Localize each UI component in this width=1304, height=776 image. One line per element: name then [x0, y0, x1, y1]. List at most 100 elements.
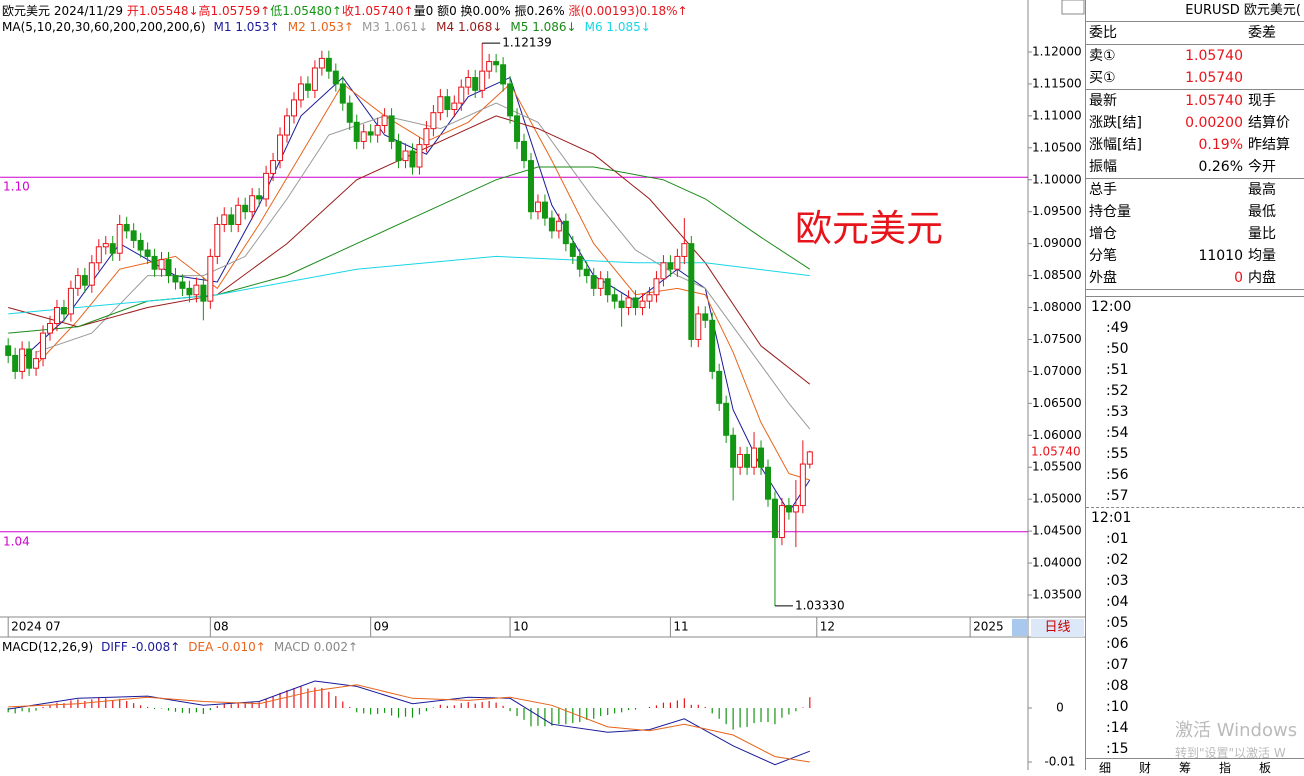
symbol: 欧元美元 — [2, 4, 51, 18]
close: 收1.05740↑ — [341, 4, 414, 18]
candle-body — [751, 447, 758, 468]
candle-body — [374, 124, 381, 136]
row-label: 结算价 — [1248, 115, 1290, 131]
time-tick: :14 — [1106, 720, 1129, 736]
row-label: 涨幅[结] — [1089, 137, 1142, 153]
candle-body — [367, 131, 374, 136]
quote-panel: EURUSD 欧元美元( 委比 委差 卖① 1.05740 买① 1.05740 最新 1.0… — [1085, 0, 1304, 770]
candle-body — [165, 259, 172, 277]
candle-body — [88, 262, 95, 286]
candle-body — [172, 275, 179, 283]
candle-body — [249, 195, 256, 213]
candle-body — [486, 61, 493, 72]
candle-body — [541, 201, 548, 219]
bottom-tab[interactable]: 细 — [1098, 761, 1111, 775]
x-tick-label: 2025 — [973, 620, 1004, 634]
row-value: 1.05740 — [1185, 48, 1243, 64]
quote-row: 买① 1.05740 — [1086, 67, 1304, 90]
candle-body — [590, 275, 597, 289]
quote-row: 外盘 0 内盘 — [1086, 267, 1304, 290]
candle-body — [653, 278, 660, 296]
candle-body — [716, 370, 723, 404]
y-tick-label: 1.07500 — [1032, 332, 1082, 346]
candle-body — [200, 284, 207, 302]
candle-body — [144, 249, 151, 257]
period-tab[interactable]: 日线 — [1031, 619, 1084, 637]
row-label: 量比 — [1248, 226, 1276, 242]
candle-body — [304, 83, 311, 91]
watermark-line: 激活 Windows — [1175, 720, 1298, 741]
ma-line — [8, 115, 811, 385]
time-tick: :02 — [1106, 552, 1129, 568]
candle-body — [702, 313, 709, 321]
candle-body — [332, 70, 339, 85]
h-line-label: 1.10 — [3, 180, 30, 194]
quote-row: 涨跌[结] 0.00200 结算价 — [1086, 112, 1304, 134]
candle-body — [388, 115, 395, 142]
y-tick-label: 1.08500 — [1032, 268, 1082, 282]
ma-line — [21, 76, 811, 513]
candle-body — [151, 255, 158, 270]
legend-entry: M3 1.061↓ — [361, 20, 429, 34]
candle-body — [709, 319, 716, 372]
candle-body — [402, 150, 409, 162]
candle-body — [799, 463, 806, 507]
quote-row: 最新 1.05740 现手 — [1086, 90, 1304, 112]
candle-body — [514, 115, 521, 142]
candle-body — [534, 201, 541, 213]
candle-body — [409, 150, 416, 168]
candle-body — [604, 278, 611, 296]
candle-body — [521, 140, 528, 162]
candle-body — [465, 77, 472, 88]
row-label: 今开 — [1248, 159, 1276, 175]
candle-body — [785, 505, 792, 513]
y-tick-label: 1.10000 — [1032, 172, 1082, 186]
bottom-tab[interactable]: 筹 — [1178, 761, 1191, 775]
row-label: 卖① — [1089, 48, 1116, 64]
time-tick: :06 — [1106, 636, 1129, 652]
candle-body — [284, 115, 291, 136]
y-tick-label: 1.11000 — [1032, 108, 1082, 122]
bottom-tab[interactable]: 财 — [1138, 761, 1151, 775]
y-tick-label: 1.09000 — [1032, 236, 1082, 250]
bottom-tab[interactable]: 板 — [1258, 761, 1271, 775]
high: 高1.05759↑ — [198, 4, 271, 18]
candle-body — [5, 345, 12, 356]
row-value: 1.05740 — [1185, 70, 1243, 86]
overlay-text: 欧元美元 — [795, 207, 943, 250]
row-label: 总手 — [1089, 182, 1117, 198]
time-tick: :57 — [1106, 488, 1129, 504]
macd-line — [8, 684, 810, 763]
candle-body — [116, 223, 123, 254]
candle-body — [744, 453, 751, 468]
candle-body — [207, 255, 214, 302]
candle-body — [325, 57, 332, 72]
time-tick: :05 — [1106, 615, 1129, 631]
candle-body — [472, 77, 479, 91]
candle-body — [569, 243, 576, 257]
time-tick: :50 — [1106, 341, 1129, 357]
candle-body — [458, 86, 465, 104]
quote-row: 卖① 1.05740 — [1086, 45, 1304, 67]
legend-entry: M4 1.068↓ — [436, 20, 503, 34]
y-tick-label: 1.03500 — [1032, 588, 1082, 602]
bottom-tab[interactable]: 指 — [1218, 761, 1231, 775]
candle-body — [660, 262, 667, 280]
candle-body — [60, 307, 67, 315]
y-tick-label: 1.07000 — [1032, 364, 1082, 378]
candle-body — [806, 451, 813, 465]
annotation-label: 1.12139 — [502, 36, 552, 50]
time-tick: :56 — [1106, 467, 1129, 483]
amplitude: 振0.26% — [514, 4, 565, 18]
scroll-thumb[interactable] — [1012, 619, 1028, 636]
candle-body — [130, 230, 137, 241]
y-tick-label: 1.11500 — [1032, 76, 1082, 90]
row-label: 最低 — [1248, 204, 1276, 220]
candle-body — [339, 83, 346, 104]
candle-body — [19, 348, 26, 372]
ma-line — [35, 83, 810, 481]
watermark: 激活 Windows 转到"设置"以激活 W — [1175, 716, 1297, 761]
candle-body — [242, 204, 249, 213]
candle-body — [290, 99, 297, 117]
open: 开1.05548↓ — [126, 4, 199, 18]
